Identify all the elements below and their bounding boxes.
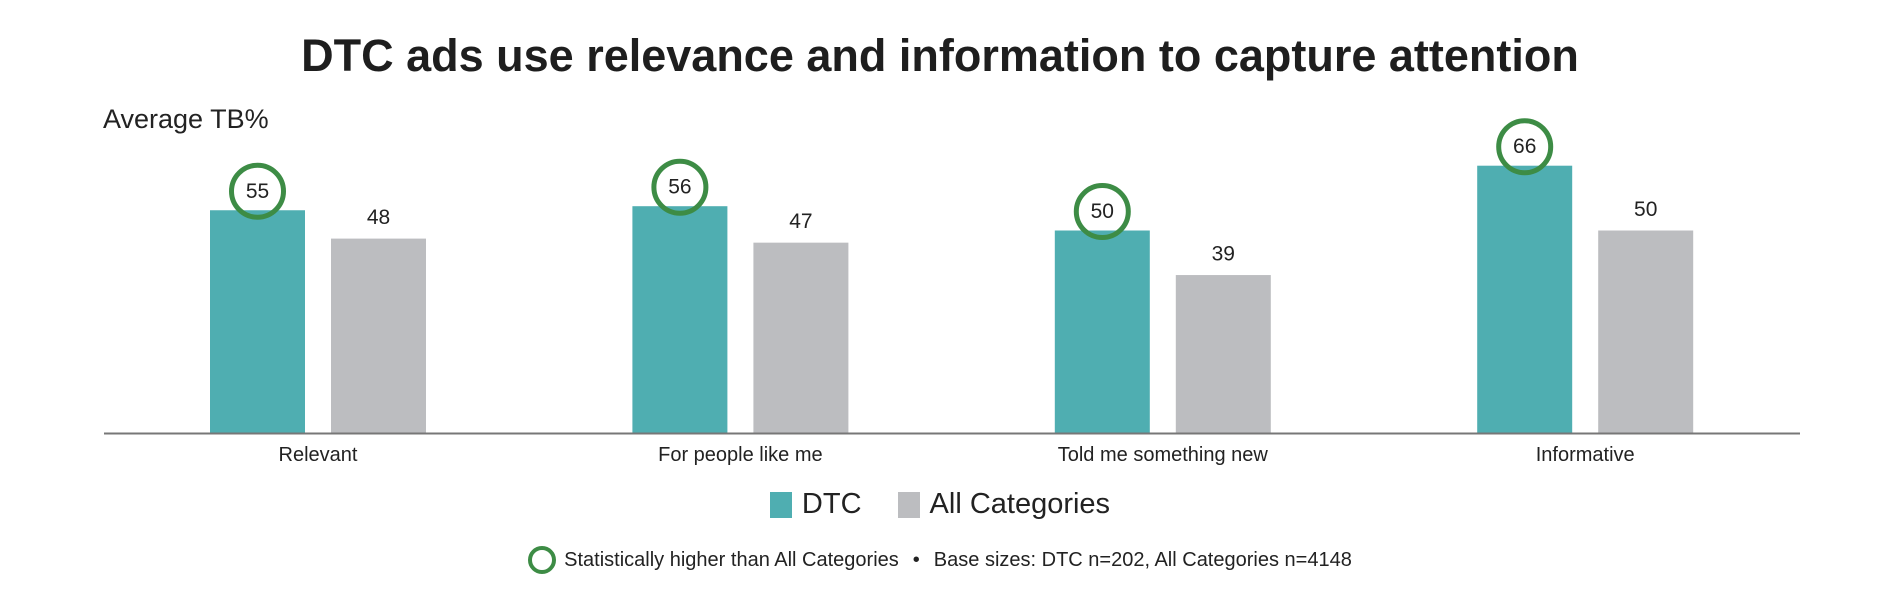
legend-item-all-categories: All Categories — [897, 488, 1111, 521]
data-label-all-categories: 50 — [1634, 198, 1657, 221]
base-sizes-note: Base sizes: DTC n=202, All Categories n=… — [933, 548, 1352, 571]
legend-swatch-all-categories — [897, 491, 920, 518]
data-label-all-categories: 47 — [789, 210, 812, 233]
bar-dtc — [210, 210, 305, 433]
category-label: Informative — [1536, 444, 1635, 466]
bar-all-categories — [331, 238, 426, 433]
significance-circle — [1496, 118, 1554, 176]
data-label-dtc: 50 — [1091, 200, 1114, 223]
data-label-dtc: 66 — [1513, 135, 1536, 158]
significance-circle-icon — [528, 546, 557, 574]
category-label: For people like me — [658, 444, 823, 466]
footer-note: Statistically higher than All Categories… — [0, 546, 1880, 574]
significance-circle — [1073, 183, 1131, 240]
legend-label-dtc: DTC — [801, 488, 862, 520]
bar-dtc — [1054, 230, 1150, 433]
data-label-dtc: 55 — [246, 180, 269, 203]
legend-swatch-dtc — [769, 491, 792, 518]
category-label: Told me something new — [1058, 444, 1269, 466]
separator-bullet: • — [912, 548, 920, 571]
bar-chart: 55 48 Relevant 56 47 For people like me 50 39 To… — [104, 118, 1800, 466]
bar-dtc — [1477, 165, 1573, 433]
significance-circle — [651, 158, 709, 216]
bar-all-categories — [753, 242, 849, 433]
data-label-all-categories: 39 — [1212, 243, 1235, 266]
data-label-all-categories: 48 — [367, 206, 390, 229]
legend: DTC All Categories — [0, 488, 1880, 521]
chart-title: DTC ads use relevance and information to… — [301, 30, 1579, 81]
bar-all-categories — [1598, 230, 1694, 433]
bar-dtc — [632, 206, 728, 433]
category-label: Relevant — [279, 444, 358, 466]
significance-note: Statistically higher than All Categories — [564, 548, 899, 571]
bar-all-categories — [1175, 275, 1271, 433]
data-label-dtc: 56 — [668, 176, 691, 199]
legend-label-all-categories: All Categories — [929, 488, 1111, 520]
legend-item-dtc: DTC — [769, 488, 862, 521]
significance-circle — [229, 162, 286, 220]
y-axis-label: Average TB% — [103, 104, 269, 134]
